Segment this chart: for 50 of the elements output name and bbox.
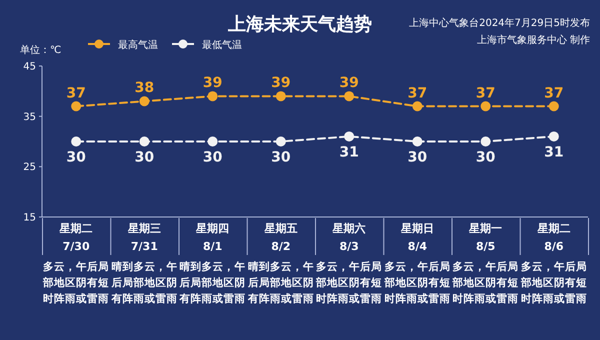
text: 上海市气象服务中心 制作 bbox=[476, 34, 590, 46]
x-tick-label: 星期五 8/2 晴到多云，午后局部地区阴有阵雨或雷雨 bbox=[246, 222, 314, 305]
x-tick-label: 星期二 8/6 多云，午后局部地区阴有短时阵雨或雷雨 bbox=[520, 222, 587, 305]
data-label: 38 bbox=[134, 80, 154, 96]
x-tick-label: 星期二 7/30 多云，午后局部地区阴有短时阵雨或雷雨 bbox=[42, 222, 110, 305]
data-label: 30 bbox=[476, 150, 496, 166]
text: 上海中心气象台2024年7月29日5时发布 bbox=[409, 17, 590, 29]
data-label: 30 bbox=[134, 150, 154, 166]
data-label: 39 bbox=[202, 75, 222, 92]
point bbox=[139, 136, 150, 146]
y-tick-label: 35 bbox=[23, 112, 36, 123]
data-label: 31 bbox=[339, 144, 359, 160]
x-tick-label: 星期日 8/4 多云，午后局部地区阴有短时阵雨或雷雨 bbox=[383, 222, 450, 305]
legend-label: 最高气温 bbox=[118, 39, 158, 51]
data-label: 37 bbox=[544, 85, 564, 102]
point bbox=[71, 136, 82, 146]
legend-label: 最低气温 bbox=[202, 39, 242, 51]
x-tick-label: 星期六 8/3 多云，午后局部地区阴有短时阵雨或雷雨 bbox=[315, 222, 382, 305]
chart-title: 上海未来天气趋势 bbox=[227, 14, 372, 35]
point bbox=[208, 136, 218, 146]
point bbox=[548, 101, 559, 112]
y-tick-label: 45 bbox=[23, 62, 36, 72]
data-label: 30 bbox=[202, 150, 223, 166]
y-tick-label: 15 bbox=[23, 212, 36, 224]
point bbox=[276, 136, 286, 146]
data-label: 39 bbox=[271, 75, 291, 92]
point bbox=[412, 136, 422, 146]
data-label: 37 bbox=[408, 85, 428, 102]
x-tick-label: 星期一 8/5 多云，午后局部地区阴有短时阵雨或雷雨 bbox=[452, 222, 519, 305]
data-label: 30 bbox=[408, 150, 428, 166]
data-label: 30 bbox=[271, 150, 291, 166]
data-label: 30 bbox=[66, 150, 86, 166]
point bbox=[412, 101, 422, 112]
y-tick-label: 25 bbox=[23, 162, 36, 174]
point bbox=[276, 91, 286, 102]
x-tick-label: 星期四 8/1 晴到多云，午后局部地区阴有阵雨或雷雨 bbox=[178, 222, 246, 305]
point bbox=[139, 96, 150, 106]
point bbox=[480, 101, 491, 112]
x-tick-label: 星期三 7/31 晴到多云，午后局部地区阴有阵雨或雷雨 bbox=[110, 222, 178, 305]
point bbox=[344, 131, 354, 142]
point bbox=[208, 91, 218, 102]
point bbox=[548, 131, 559, 142]
data-label: 39 bbox=[339, 75, 359, 92]
data-label: 37 bbox=[476, 85, 496, 102]
point bbox=[344, 91, 354, 102]
data-label: 31 bbox=[544, 144, 564, 160]
point bbox=[480, 136, 491, 146]
data-label: 37 bbox=[66, 85, 86, 102]
point bbox=[71, 101, 82, 112]
y-axis-title: 单位：℃ bbox=[20, 44, 62, 56]
